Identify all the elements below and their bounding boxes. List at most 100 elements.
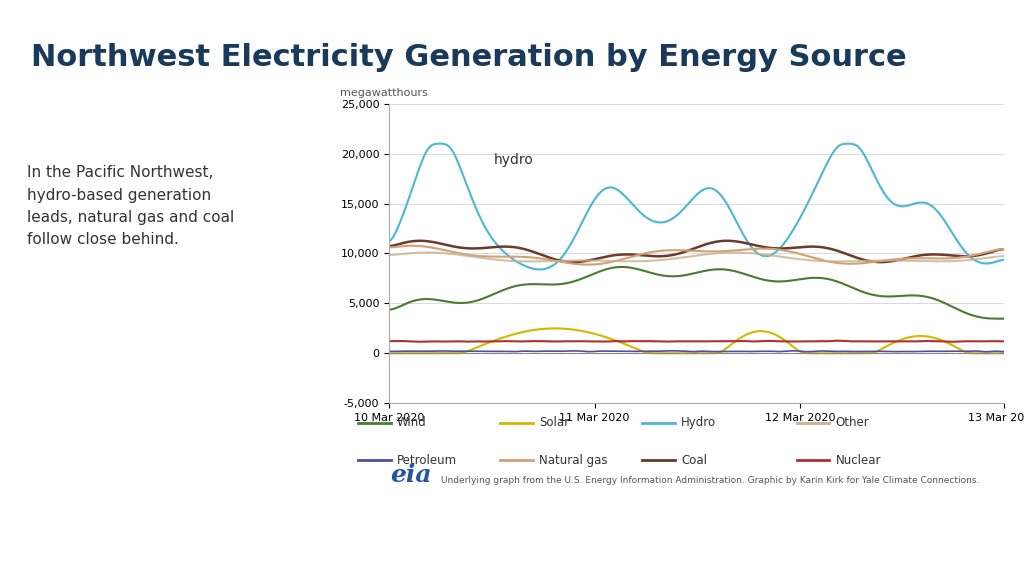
Solar xyxy=(901,334,913,341)
Wind xyxy=(997,315,1010,322)
Hydro xyxy=(532,266,545,273)
Text: Petroleum: Petroleum xyxy=(397,454,458,467)
Wind xyxy=(383,306,395,313)
Solar xyxy=(695,350,708,357)
Nuclear xyxy=(997,338,1010,345)
Line: Petroleum: Petroleum xyxy=(389,351,1004,352)
Natural gas xyxy=(438,247,451,253)
Coal xyxy=(913,252,926,259)
Text: megawatthours: megawatthours xyxy=(340,88,428,98)
Nuclear xyxy=(436,338,449,345)
Coal xyxy=(436,241,449,248)
Text: Nuclear: Nuclear xyxy=(836,454,882,467)
Natural gas xyxy=(948,255,961,262)
Line: Natural gas: Natural gas xyxy=(389,246,1004,264)
Hydro xyxy=(903,202,915,209)
Coal xyxy=(948,252,961,259)
Other xyxy=(929,258,941,265)
Text: eia: eia xyxy=(390,463,432,487)
Wind xyxy=(946,303,958,310)
Hydro xyxy=(695,187,708,194)
Solar xyxy=(946,342,958,348)
Hydro xyxy=(841,140,853,147)
Nuclear xyxy=(927,338,939,344)
Natural gas xyxy=(903,255,915,262)
Petroleum xyxy=(911,348,924,355)
Wind xyxy=(436,297,449,304)
Text: Other: Other xyxy=(836,416,869,429)
Hydro xyxy=(929,205,941,212)
Text: Northwest Electricity Generation by Energy Source: Northwest Electricity Generation by Ener… xyxy=(31,43,906,71)
Other xyxy=(913,257,926,264)
Solar xyxy=(927,334,939,341)
Solar xyxy=(436,350,449,357)
Other xyxy=(697,251,710,258)
Other xyxy=(422,249,434,256)
Natural gas xyxy=(383,244,395,251)
Text: Wind: Wind xyxy=(397,416,427,429)
Text: hydro: hydro xyxy=(494,153,534,167)
Solar xyxy=(997,350,1010,357)
Natural gas xyxy=(997,245,1010,252)
Line: Solar: Solar xyxy=(389,328,1004,353)
Hydro xyxy=(948,233,961,240)
Coal xyxy=(997,246,1010,253)
Petroleum xyxy=(946,348,958,355)
Line: Coal: Coal xyxy=(389,241,1004,262)
Coal xyxy=(567,259,580,266)
Nuclear xyxy=(911,338,924,345)
Hydro xyxy=(997,256,1010,263)
Other xyxy=(903,257,915,264)
Text: In the Pacific Northwest,
hydro-based generation
leads, natural gas and coal
fol: In the Pacific Northwest, hydro-based ge… xyxy=(27,165,233,247)
Wind xyxy=(927,295,939,302)
Wind xyxy=(616,263,629,270)
Coal xyxy=(383,242,395,249)
Natural gas xyxy=(929,255,941,262)
Solar xyxy=(548,325,560,332)
Solar xyxy=(911,332,924,339)
Petroleum xyxy=(901,348,913,355)
Line: Nuclear: Nuclear xyxy=(389,340,1004,342)
Hydro xyxy=(436,141,449,147)
Wind xyxy=(901,292,913,299)
Text: Natural gas: Natural gas xyxy=(539,454,607,467)
Petroleum xyxy=(666,347,678,354)
Coal xyxy=(721,237,733,244)
Petroleum xyxy=(980,348,992,355)
Natural gas xyxy=(407,242,419,249)
Nuclear xyxy=(383,338,395,344)
Natural gas xyxy=(582,261,594,268)
Line: Hydro: Hydro xyxy=(389,143,1004,270)
Petroleum xyxy=(695,348,708,355)
Text: Hydro: Hydro xyxy=(681,416,716,429)
Natural gas xyxy=(913,255,926,262)
Natural gas xyxy=(697,248,710,255)
Coal xyxy=(695,242,708,249)
Nuclear xyxy=(944,338,956,345)
Wind xyxy=(911,292,924,299)
Petroleum xyxy=(383,348,395,355)
Text: Solar: Solar xyxy=(539,416,569,429)
Text: Coal: Coal xyxy=(681,454,707,467)
Petroleum xyxy=(927,348,939,355)
Other xyxy=(948,257,961,264)
Hydro xyxy=(383,238,395,245)
Coal xyxy=(929,251,941,258)
Petroleum xyxy=(997,348,1010,355)
Nuclear xyxy=(901,338,913,345)
Other xyxy=(383,252,395,259)
Wind xyxy=(993,315,1006,322)
Line: Wind: Wind xyxy=(389,267,1004,319)
Hydro xyxy=(913,199,926,206)
Wind xyxy=(695,268,708,275)
Solar xyxy=(383,350,395,357)
Nuclear xyxy=(833,337,845,344)
Other xyxy=(438,250,451,257)
Coal xyxy=(903,254,915,261)
Nuclear xyxy=(948,338,961,345)
Other xyxy=(524,258,537,265)
Nuclear xyxy=(693,338,706,345)
Line: Other: Other xyxy=(389,252,1004,262)
Text: Underlying graph from the U.S. Energy Information Administration. Graphic by Kar: Underlying graph from the U.S. Energy In… xyxy=(441,476,979,486)
Petroleum xyxy=(436,347,449,354)
